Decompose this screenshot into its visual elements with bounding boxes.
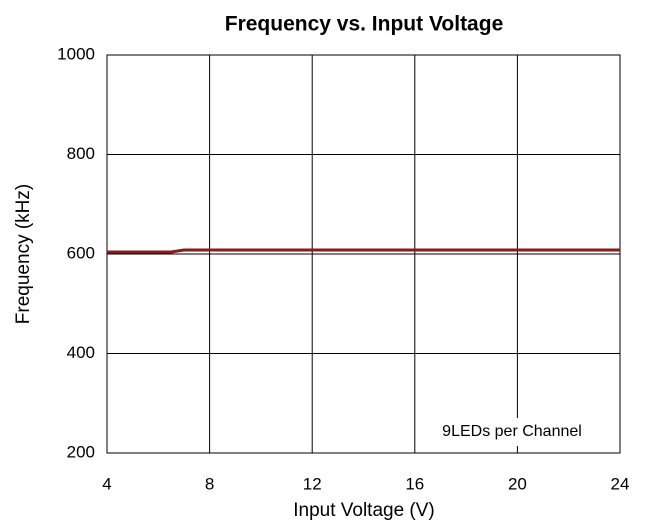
- chart-title: Frequency vs. Input Voltage: [225, 13, 504, 36]
- annotation-box: [416, 418, 612, 446]
- y-tick-label: 600: [67, 243, 95, 262]
- x-tick-label: 20: [508, 474, 527, 493]
- y-tick-label: 400: [67, 343, 95, 362]
- x-axis-label: Input Voltage (V): [293, 500, 435, 521]
- x-tick-label: 8: [205, 474, 214, 493]
- x-tick-label: 24: [611, 474, 630, 493]
- x-tick-label: 12: [303, 474, 322, 493]
- x-tick-label: 16: [405, 474, 424, 493]
- y-tick-label: 800: [67, 144, 95, 163]
- y-tick-label: 200: [67, 442, 95, 461]
- x-tick-label: 4: [102, 474, 111, 493]
- annotation: 9LEDs per Channel: [442, 423, 582, 440]
- y-axis-label: Frequency (kHz): [13, 184, 34, 324]
- line: [107, 248, 620, 254]
- y-tick-label: 1000: [57, 44, 95, 63]
